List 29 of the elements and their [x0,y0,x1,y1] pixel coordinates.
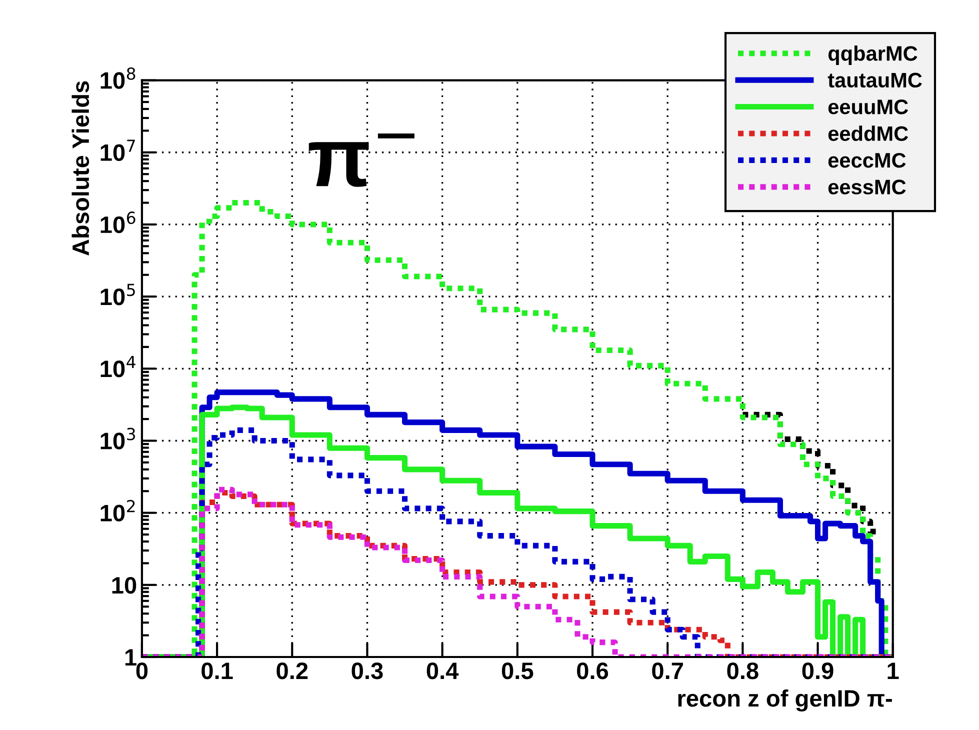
y-tick-label: 10 [112,576,136,594]
y-tick-label: 10$^{2}$ [100,500,135,522]
y-tick-label: 10$^{3}$ [100,428,135,450]
legend-label: eeddMC [828,126,908,141]
y-tick-label: 1 [125,649,136,666]
legend-label: eeccMC [828,152,906,168]
y-tick-label: 10$^{7}$ [100,140,135,162]
x-tick-label: 0 [136,662,148,680]
y-axis-title: Absolute Yields [72,81,90,256]
x-tick-label: 0.7 [652,662,683,680]
x-tick-label: 0.3 [352,662,383,680]
x-tick-label: 0.5 [502,662,534,680]
x-axis-title: recon z of genID π- [678,689,892,712]
legend-label: qqbarMC [828,46,918,65]
x-tick-label: 0.8 [727,662,758,680]
y-tick-label: 10$^{6}$ [100,212,136,234]
x-tick-label: 0.9 [802,662,834,680]
legend-label: eeuuMC [828,100,908,114]
x-tick-label: 0.6 [577,662,608,680]
y-tick-label: 10$^{8}$ [100,67,136,89]
x-tick-label: 0.1 [202,662,233,680]
legend-label: eessMC [828,180,906,194]
x-tick-label: 1 [888,662,899,679]
y-tick-label: 10$^{5}$ [100,284,135,306]
annotation: π$^{−}$ [308,133,414,187]
legend-label: tautauMC [828,72,922,88]
x-tick-label: 0.2 [276,662,308,680]
x-tick-label: 0.4 [426,662,459,680]
y-tick-label: 10$^{4}$ [100,356,136,378]
